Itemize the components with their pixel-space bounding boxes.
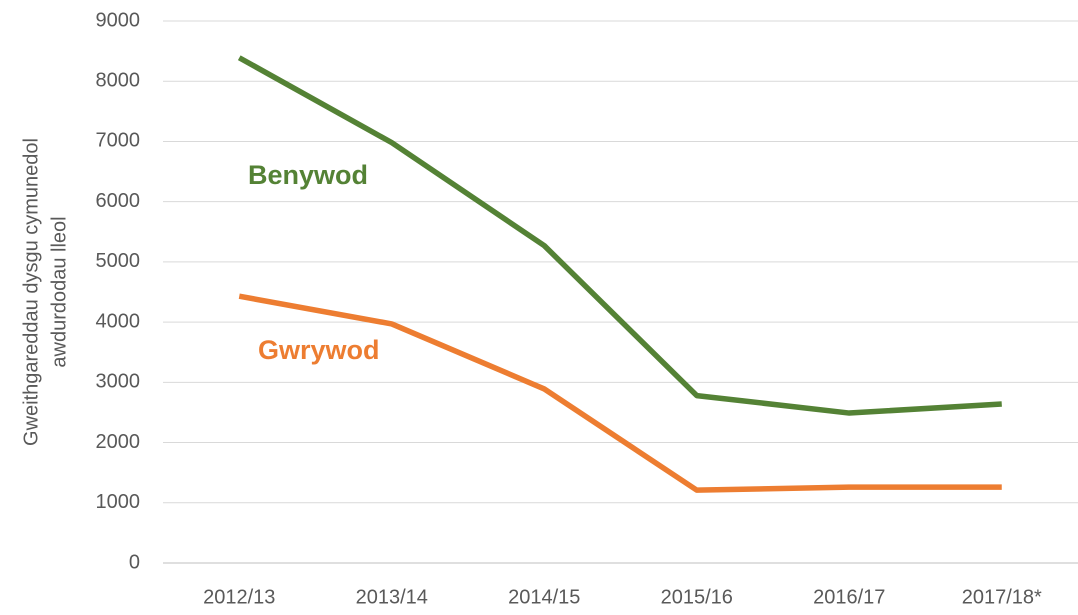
y-tick-label: 3000	[96, 371, 141, 393]
series-line	[238, 293, 1002, 493]
x-tick-label: 2012/13	[203, 586, 275, 608]
y-tick-label: 1000	[96, 491, 141, 513]
x-tick-label: 2013/14	[356, 586, 428, 608]
series-label: Benywod	[248, 160, 368, 190]
series-label: Gwrywod	[258, 335, 380, 365]
y-tick-label: 4000	[96, 310, 141, 332]
x-tick-label: 2016/17	[813, 586, 885, 608]
x-tick-label: 2014/15	[508, 586, 580, 608]
y-axis-label: awdurdodau lleol	[48, 216, 70, 367]
x-tick-label: 2015/16	[661, 586, 733, 608]
y-axis-label: Gweithgareddau dysgu cymunedol	[20, 138, 42, 446]
y-tick-label: 0	[129, 551, 140, 573]
series-line	[237, 55, 1002, 416]
x-tick-label: 2017/18*	[962, 586, 1042, 608]
y-tick-label: 7000	[96, 130, 141, 152]
y-tick-label: 8000	[96, 70, 141, 92]
y-tick-label: 9000	[96, 9, 141, 31]
y-tick-label: 2000	[96, 431, 141, 453]
y-tick-label: 6000	[96, 190, 141, 212]
y-tick-label: 5000	[96, 250, 141, 272]
